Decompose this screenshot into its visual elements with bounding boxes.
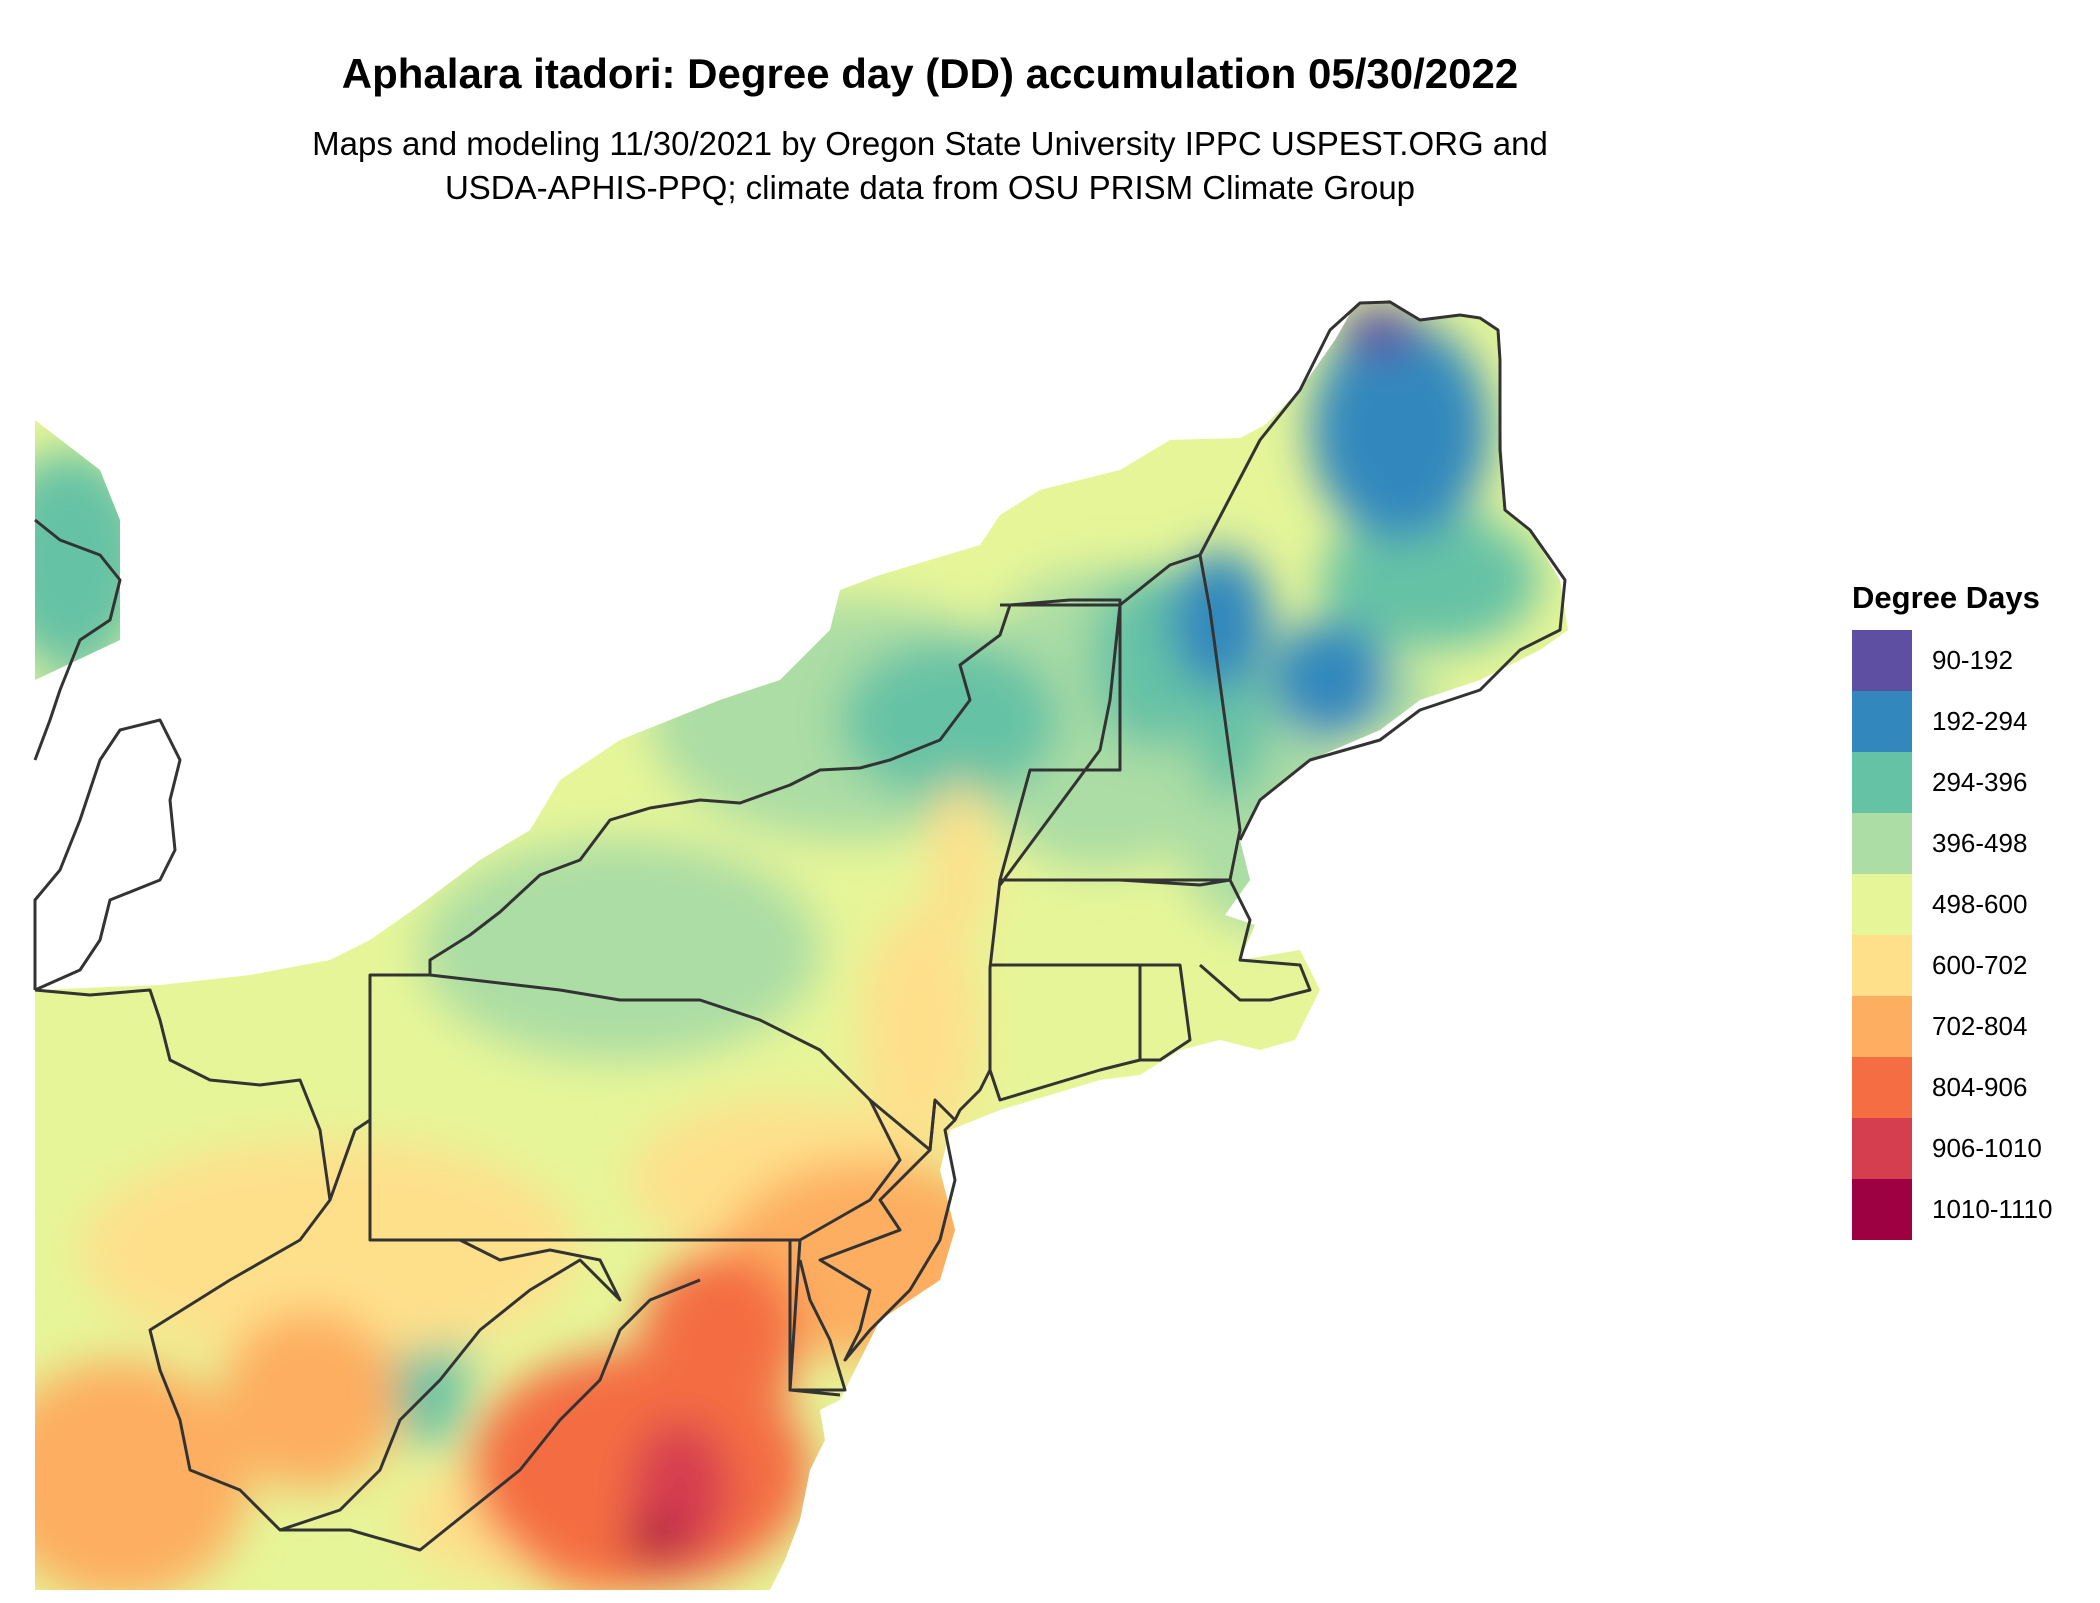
- legend-swatch: [1852, 935, 1912, 996]
- michigan-thumb-border: [33, 718, 182, 992]
- legend-label: 90-192: [1932, 645, 2013, 675]
- delaware-border: [788, 1240, 847, 1392]
- raster-patch-702-804: [220, 1310, 400, 1490]
- vermont-border: [998, 603, 1122, 886]
- legend-label: 804-906: [1932, 1072, 2028, 1102]
- raster-patch-396-498: [35, 660, 180, 940]
- new-york-border: [428, 598, 1122, 1152]
- new-jersey-border: [818, 1099, 957, 1362]
- legend-item: 804-906: [1852, 1057, 2092, 1118]
- legend-title: Degree Days: [1852, 580, 2040, 615]
- legend-label: 906-1010: [1932, 1133, 2042, 1163]
- pennsylvania-border: [368, 973, 902, 1242]
- massachusetts-border: [1000, 878, 1312, 1002]
- legend-label: 396-498: [1932, 828, 2028, 858]
- raster-patch-804-906: [640, 1250, 800, 1430]
- legend-label: 600-702: [1932, 950, 2028, 980]
- legend-swatch: [1852, 1057, 1912, 1118]
- raster-patch-294-396: [1320, 510, 1540, 650]
- legend-item: 90-192: [1852, 630, 2092, 691]
- raster-patch-294-396: [840, 640, 1060, 800]
- legend-item: 600-702: [1852, 935, 2092, 996]
- legend-swatch: [1852, 874, 1912, 935]
- legend-items: 90-192 192-294 294-396 396-498 498-600 600-70…: [1852, 630, 2092, 1240]
- map-subtitle: Maps and modeling 11/30/2021 by Oregon S…: [0, 122, 1860, 210]
- legend-label: 192-294: [1932, 706, 2028, 736]
- raster-patch-294-396: [35, 450, 150, 670]
- connecticut-border: [988, 963, 1142, 1102]
- state-boundaries: [33, 300, 1567, 1552]
- virginia-border: [280, 1278, 701, 1552]
- new-hampshire-border: [1020, 553, 1242, 887]
- legend-item: 192-294: [1852, 691, 2092, 752]
- legend-swatch: [1852, 813, 1912, 874]
- rhode-island-border: [1140, 963, 1192, 1062]
- subtitle-line-1: Maps and modeling 11/30/2021 by Oregon S…: [312, 125, 1548, 162]
- raster-patch-192-294: [1310, 320, 1490, 540]
- subtitle-line-2: USDA-APHIS-PPQ; climate data from OSU PR…: [444, 169, 1416, 206]
- raster-patch-702-804: [840, 1170, 940, 1290]
- degree-day-map: [33, 300, 1568, 1590]
- raster-patch-1010-1110: [625, 1520, 685, 1560]
- legend-item: 294-396: [1852, 752, 2092, 813]
- legend-item: 906-1010: [1852, 1118, 2092, 1179]
- legend-swatch: [1852, 996, 1912, 1057]
- legend: Degree Days 90-192 192-294 294-396 396-498 4…: [1852, 580, 2092, 1240]
- raster-patch-600-702: [860, 910, 980, 1150]
- raster-patch-192-294: [1270, 620, 1390, 740]
- legend-item: 498-600: [1852, 874, 2092, 935]
- legend-label: 498-600: [1932, 889, 2028, 919]
- legend-swatch: [1852, 1118, 1912, 1179]
- maine-border: [1198, 300, 1567, 841]
- raster-patch-90-192: [1340, 305, 1420, 355]
- legend-item: 702-804: [1852, 996, 2092, 1057]
- legend-swatch: [1852, 752, 1912, 813]
- ohio-border: [34, 988, 332, 1201]
- legend-label: 1010-1110: [1932, 1194, 2053, 1224]
- degree-day-raster: [35, 300, 1568, 1590]
- legend-swatch: [1852, 691, 1912, 752]
- raster-patch-702-804: [35, 1360, 250, 1590]
- maryland-border: [460, 1238, 841, 1397]
- map-title: Aphalara itadori: Degree day (DD) accumu…: [341, 50, 1519, 97]
- west-virginia-border: [148, 1118, 622, 1532]
- raster-patch-396-498: [420, 840, 820, 1060]
- raster-patch-600-702: [80, 1140, 580, 1360]
- legend-swatch: [1852, 630, 1912, 691]
- legend-swatch: [1852, 1179, 1912, 1240]
- raster-patch-192-294: [1170, 550, 1270, 690]
- legend-label: 702-804: [1932, 1011, 2028, 1041]
- legend-item: 396-498: [1852, 813, 2092, 874]
- michigan-border: [33, 518, 122, 761]
- legend-item: 1010-1110: [1852, 1179, 2092, 1240]
- raster-patch-600-702: [930, 780, 990, 940]
- legend-label: 294-396: [1932, 767, 2028, 797]
